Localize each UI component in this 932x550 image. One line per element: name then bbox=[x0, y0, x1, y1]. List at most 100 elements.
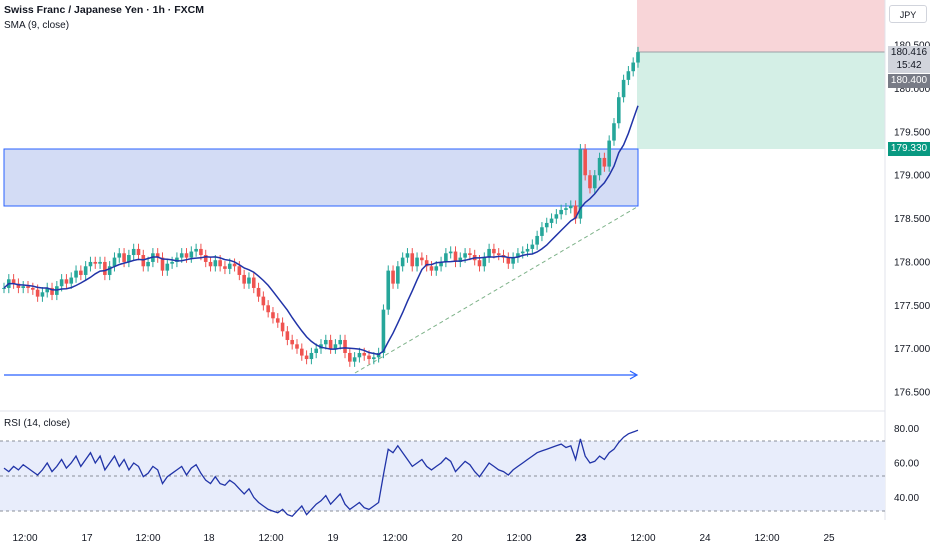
candle[interactable] bbox=[79, 270, 83, 275]
candle[interactable] bbox=[530, 244, 535, 249]
candle[interactable] bbox=[232, 263, 237, 267]
sma-legend[interactable]: SMA (9, close) bbox=[4, 20, 70, 31]
candle[interactable] bbox=[59, 279, 64, 287]
candle[interactable] bbox=[74, 270, 78, 278]
candle[interactable] bbox=[93, 261, 98, 264]
candle[interactable] bbox=[386, 270, 391, 310]
candle[interactable] bbox=[352, 357, 357, 362]
candle[interactable] bbox=[203, 255, 208, 262]
candle[interactable] bbox=[170, 261, 174, 264]
candle[interactable] bbox=[444, 253, 448, 262]
sma-line[interactable] bbox=[3, 105, 639, 356]
candle[interactable] bbox=[165, 263, 170, 271]
trend-line[interactable] bbox=[354, 206, 638, 374]
candle[interactable] bbox=[583, 149, 587, 176]
candle[interactable] bbox=[184, 253, 189, 258]
candle[interactable] bbox=[362, 352, 367, 356]
candle[interactable] bbox=[280, 322, 285, 332]
candle[interactable] bbox=[588, 175, 592, 189]
candle[interactable] bbox=[31, 287, 35, 290]
candle[interactable] bbox=[122, 253, 126, 262]
candle[interactable] bbox=[549, 218, 554, 223]
candle[interactable] bbox=[592, 175, 597, 189]
candle[interactable] bbox=[290, 339, 294, 345]
candle[interactable] bbox=[179, 253, 184, 258]
candle[interactable] bbox=[266, 305, 270, 313]
candle[interactable] bbox=[324, 339, 328, 345]
candle[interactable] bbox=[506, 257, 511, 264]
candle[interactable] bbox=[607, 140, 611, 167]
candle[interactable] bbox=[626, 71, 631, 80]
candle[interactable] bbox=[535, 235, 539, 245]
candle[interactable] bbox=[64, 279, 69, 284]
candle[interactable] bbox=[309, 352, 314, 360]
candle[interactable] bbox=[295, 344, 299, 349]
candle[interactable] bbox=[621, 79, 626, 98]
candle[interactable] bbox=[520, 251, 525, 254]
candle[interactable] bbox=[328, 339, 333, 349]
candle[interactable] bbox=[103, 261, 107, 275]
candle[interactable] bbox=[568, 205, 573, 209]
candle[interactable] bbox=[468, 253, 472, 256]
candle[interactable] bbox=[21, 286, 26, 288]
resistance-zone[interactable] bbox=[3, 148, 639, 207]
candle[interactable] bbox=[434, 266, 439, 271]
candle[interactable] bbox=[40, 292, 45, 297]
candle[interactable] bbox=[227, 263, 232, 269]
rsi-legend[interactable]: RSI (14, close) bbox=[4, 418, 71, 429]
candle[interactable] bbox=[612, 123, 616, 141]
candle[interactable] bbox=[304, 355, 309, 360]
candle[interactable] bbox=[439, 261, 443, 267]
candle[interactable] bbox=[131, 248, 136, 256]
candle[interactable] bbox=[45, 287, 50, 293]
candle[interactable] bbox=[194, 248, 198, 252]
candle[interactable] bbox=[160, 257, 165, 271]
candle[interactable] bbox=[420, 257, 424, 261]
candle[interactable] bbox=[223, 266, 227, 269]
candle[interactable] bbox=[26, 286, 30, 288]
candle[interactable] bbox=[372, 357, 376, 360]
candle[interactable] bbox=[146, 261, 150, 267]
candle[interactable] bbox=[50, 287, 54, 295]
candle[interactable] bbox=[381, 309, 386, 353]
target-zone[interactable] bbox=[637, 0, 885, 52]
candle[interactable] bbox=[285, 331, 290, 340]
candle[interactable] bbox=[247, 277, 251, 284]
candle[interactable] bbox=[83, 266, 88, 275]
candle[interactable] bbox=[559, 209, 563, 215]
candle[interactable] bbox=[540, 227, 544, 236]
candle[interactable] bbox=[189, 251, 194, 258]
candle[interactable] bbox=[429, 266, 434, 271]
candle[interactable] bbox=[175, 257, 179, 262]
currency-button[interactable]: JPY bbox=[889, 5, 927, 23]
candle[interactable] bbox=[251, 277, 256, 288]
candle[interactable] bbox=[482, 257, 487, 267]
candle[interactable] bbox=[242, 274, 246, 284]
candle[interactable] bbox=[237, 266, 242, 275]
candle[interactable] bbox=[448, 251, 453, 254]
candle[interactable] bbox=[343, 339, 347, 353]
candle[interactable] bbox=[367, 355, 371, 360]
candle[interactable] bbox=[136, 248, 141, 256]
candle[interactable] bbox=[400, 257, 405, 267]
candle[interactable] bbox=[453, 251, 458, 262]
candle[interactable] bbox=[338, 339, 343, 345]
candle[interactable] bbox=[463, 253, 467, 258]
candle[interactable] bbox=[275, 318, 280, 323]
candle[interactable] bbox=[405, 253, 410, 258]
candle[interactable] bbox=[208, 261, 213, 267]
candle[interactable] bbox=[107, 266, 112, 275]
candle[interactable] bbox=[348, 352, 352, 362]
candle[interactable] bbox=[616, 97, 621, 124]
candle[interactable] bbox=[127, 255, 131, 262]
candle[interactable] bbox=[299, 348, 304, 356]
candle[interactable] bbox=[544, 222, 549, 228]
candle[interactable] bbox=[516, 253, 520, 258]
candle[interactable] bbox=[573, 205, 578, 219]
candle[interactable] bbox=[16, 283, 21, 288]
candle[interactable] bbox=[88, 261, 93, 267]
candle[interactable] bbox=[314, 348, 318, 353]
candle[interactable] bbox=[424, 260, 429, 267]
candle[interactable] bbox=[554, 214, 559, 219]
